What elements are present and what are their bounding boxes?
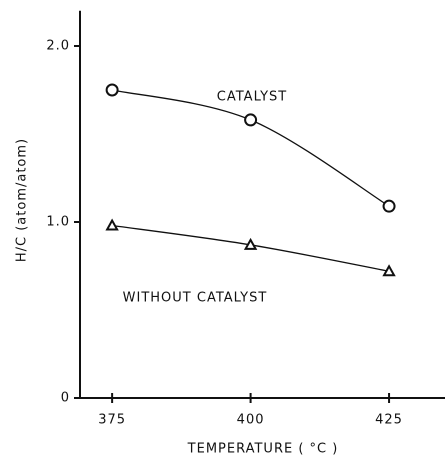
point-marker [382,199,396,213]
series-label: CATALYST [217,90,287,105]
x-tick-label: 400 [237,413,265,428]
point-marker [105,218,119,231]
point-marker [105,83,119,97]
point-marker [243,237,258,250]
series-label: WITHOUT CATALYST [123,291,268,306]
y-axis-label: H/C (atom/atom) [15,138,30,262]
y-tick-label: 1.0 [46,215,70,230]
point-marker [244,113,258,127]
y-tick-label: 0 [61,391,70,406]
x-tick-label: 425 [375,413,403,428]
x-tick-label: 375 [98,413,126,428]
y-tick-label: 2.0 [46,39,70,54]
series-line [111,89,390,207]
x-axis-label: TEMPERATURE ( °C ) [187,442,339,457]
point-marker [382,264,396,277]
